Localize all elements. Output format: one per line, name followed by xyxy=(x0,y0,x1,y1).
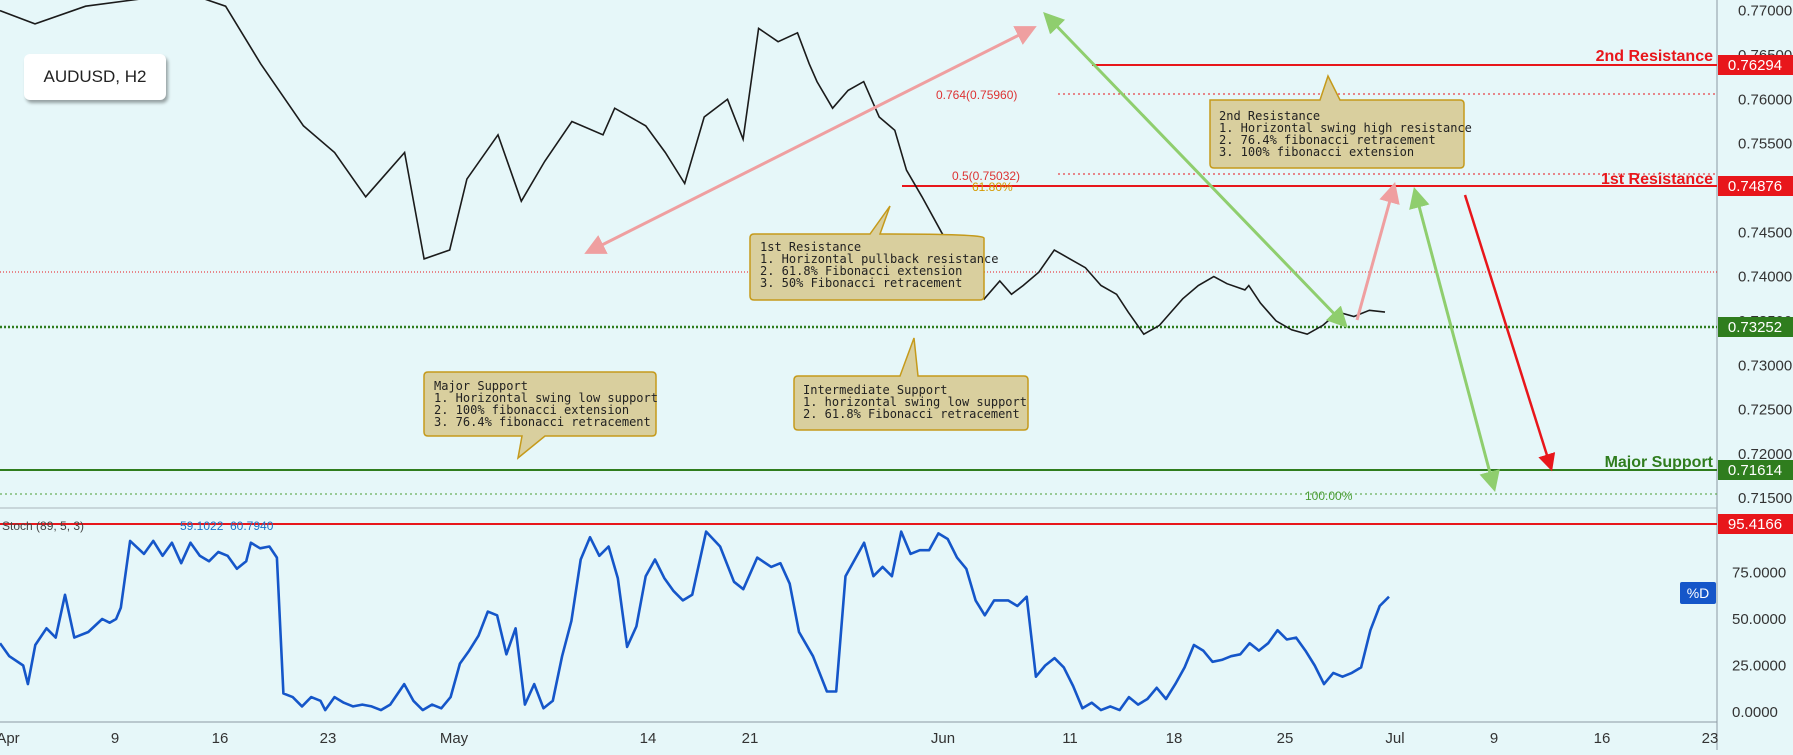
annotation-major-support[interactable]: Major Support 1. Horizontal swing low su… xyxy=(423,371,658,460)
annotation-line: 2. 61.8% Fibonacci retracement xyxy=(803,407,1020,421)
time-tick-label: 16 xyxy=(212,730,229,747)
svg-text:0.71614: 0.71614 xyxy=(1728,462,1782,479)
stoch-level-badge: 95.4166 xyxy=(1718,514,1793,534)
svg-text:0.73252: 0.73252 xyxy=(1728,319,1782,336)
price-tick-label: 0.74000 xyxy=(1738,269,1792,286)
price-tick-label: 0.73000 xyxy=(1738,357,1792,374)
time-tick-label: Jun xyxy=(931,730,955,747)
time-tick-label: 16 xyxy=(1594,730,1611,747)
price-tick-label: 0.77000 xyxy=(1738,3,1792,20)
stoch-d-series[interactable] xyxy=(0,530,1390,712)
time-tick-label: 23 xyxy=(1702,730,1719,747)
time-tick-label: 25 xyxy=(1277,730,1294,747)
time-axis: Apr 9 16 23 May 14 21 Jun 11 18 25 Jul 9 16 23 xyxy=(0,730,1718,747)
bearish-arrow xyxy=(1463,194,1556,472)
fib-retracement-arrow xyxy=(1043,11,1348,329)
level-label-1st-resistance: 1st Resistance xyxy=(1601,171,1713,188)
annotation-title: Major Support xyxy=(434,379,528,393)
stoch-tick-label: 75.0000 xyxy=(1732,565,1786,582)
level-label-2nd-resistance: 2nd Resistance xyxy=(1596,48,1713,65)
annotation-line: 3. 50% Fibonacci retracement xyxy=(760,276,962,290)
price-tick-label: 0.72500 xyxy=(1738,402,1792,419)
annotation-title: 2nd Resistance xyxy=(1219,109,1320,123)
time-tick-label: 11 xyxy=(1062,730,1078,747)
stoch-axis: 75.0000 50.0000 25.0000 0.0000 xyxy=(1732,565,1786,722)
annotation-line: 3. 76.4% fibonacci retracement xyxy=(434,415,651,429)
price-badge-intermediate-support: 0.73252 xyxy=(1718,317,1793,337)
fib-label-618: 61.80% xyxy=(972,180,1013,194)
stoch-title: Stoch (89, 5, 3) xyxy=(2,519,84,533)
time-tick-label: 14 xyxy=(640,730,657,747)
annotation-line: 1. Horizontal pullback resistance xyxy=(760,252,998,266)
svg-text:95.4166: 95.4166 xyxy=(1728,516,1782,533)
annotation-title: 1st Resistance xyxy=(760,240,861,254)
time-tick-label: 9 xyxy=(111,730,119,747)
price-tick-label: 0.75500 xyxy=(1738,136,1792,153)
time-tick-label: Apr xyxy=(0,730,20,747)
svg-text:%D: %D xyxy=(1687,585,1710,601)
time-tick-label: 18 xyxy=(1166,730,1183,747)
annotation-line: 1. Horizontal swing high resistance xyxy=(1219,121,1472,135)
svg-text:0.76294: 0.76294 xyxy=(1728,57,1782,74)
stoch-d-value: 60.7940 xyxy=(230,519,274,533)
price-badge-1st-resistance: 0.74876 xyxy=(1718,176,1793,196)
stoch-tick-label: 25.0000 xyxy=(1732,658,1786,675)
series-d-badge[interactable]: %D xyxy=(1680,582,1716,604)
time-tick-label: Jul xyxy=(1385,730,1404,747)
projection-arrow xyxy=(1409,186,1500,493)
price-badge-major-support: 0.71614 xyxy=(1718,460,1793,480)
time-tick-label: 21 xyxy=(742,730,759,747)
stoch-tick-label: 50.0000 xyxy=(1732,611,1786,628)
stoch-tick-label: 0.0000 xyxy=(1732,704,1778,721)
annotation-line: 2. 61.8% Fibonacci extension xyxy=(760,264,962,278)
fib-label-0764: 0.764(0.75960) xyxy=(936,88,1017,102)
annotation-line: 3. 100% fibonacci extension xyxy=(1219,145,1414,159)
annotation-1st-resistance[interactable]: 1st Resistance 1. Horizontal pullback re… xyxy=(749,205,998,301)
time-tick-label: May xyxy=(440,730,469,747)
annotation-line: 1. Horizontal swing low support xyxy=(434,391,658,405)
annotation-line: 2. 100% fibonacci extension xyxy=(434,403,629,417)
annotation-line: 1. horizontal swing low support xyxy=(803,395,1027,409)
annotation-line: 2. 76.4% fibonacci retracement xyxy=(1219,133,1436,147)
time-tick-label: 9 xyxy=(1490,730,1498,747)
price-tick-label: 0.72000 xyxy=(1738,446,1792,463)
annotation-2nd-resistance[interactable]: 2nd Resistance 1. Horizontal swing high … xyxy=(1209,74,1472,169)
time-tick-label: 23 xyxy=(320,730,337,747)
annotation-intermediate-support[interactable]: Intermediate Support 1. horizontal swing… xyxy=(793,337,1029,431)
price-tick-label: 0.76000 xyxy=(1738,91,1792,108)
price-tick-label: 0.71500 xyxy=(1738,490,1792,507)
svg-text:0.74876: 0.74876 xyxy=(1728,178,1782,195)
fib-extension-arrow xyxy=(584,26,1037,254)
pullback-arrow xyxy=(1355,181,1400,321)
level-label-major-support: Major Support xyxy=(1605,454,1714,471)
price-badge-2nd-resistance: 0.76294 xyxy=(1718,55,1793,75)
annotation-title: Intermediate Support xyxy=(803,383,948,397)
symbol-label[interactable]: AUDUSD, H2 xyxy=(24,54,166,100)
stoch-k-value: 59.1022 xyxy=(180,519,224,533)
fib-label-100: 100.00% xyxy=(1305,489,1353,503)
price-tick-label: 0.74500 xyxy=(1738,224,1792,241)
